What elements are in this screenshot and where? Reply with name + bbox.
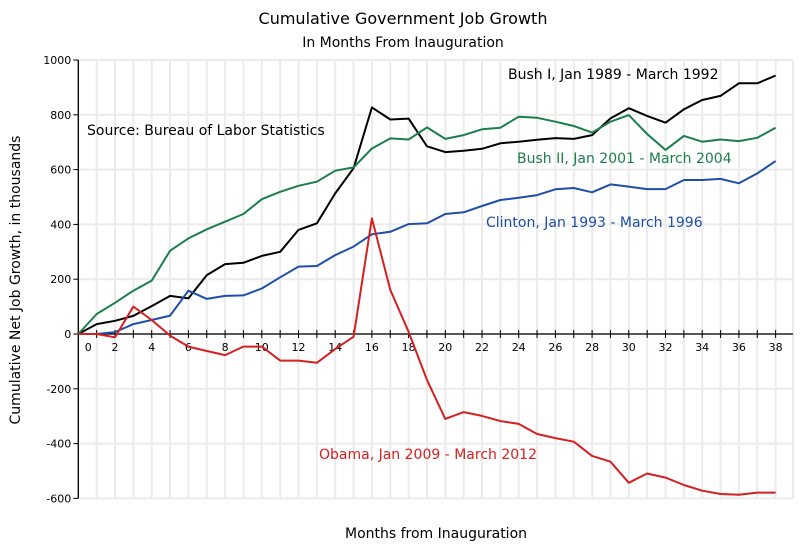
x-tick-label: 32 [659,341,673,354]
x-tick-label: 4 [148,341,155,354]
x-tick-label: 0 [85,341,92,354]
y-tick-label: -200 [46,383,71,396]
gridlines [77,59,794,500]
x-tick-label: 2 [112,341,119,354]
y-tick-label: 200 [50,273,71,286]
x-tick-label: 30 [622,341,636,354]
x-tick-label: 18 [402,341,416,354]
x-tick-label: 38 [769,341,783,354]
series-label-bush-ii: Bush II, Jan 2001 - March 2004 [517,151,732,167]
x-ticks: 0 2 4 6 8 10 12 14 16 18 20 22 24 26 28 30 32 34 36 38 [85,330,783,354]
x-tick-label: 26 [548,341,562,354]
y-tick-label: 0 [64,328,71,341]
y-tick-label: 400 [50,218,71,231]
series-line-bush-ii [77,114,777,335]
source-annotation: Source: Bureau of Labor Statistics [87,123,325,139]
x-tick-label: 8 [222,341,229,354]
series-lines [77,74,777,496]
y-axis-label: Cumulative Net Job Growth, in thousands [8,136,24,425]
chart-title: Cumulative Government Job Growth [259,9,548,28]
y-ticks: -600 -400 -200 0 200 400 600 800 1000 [43,54,79,505]
x-tick-label: 36 [732,341,746,354]
series-label-bush-i: Bush I, Jan 1989 - March 1992 [508,67,719,83]
x-axis-label: Months from Inauguration [345,526,527,542]
series-label-clinton: Clinton, Jan 1993 - March 1996 [486,215,703,231]
y-tick-label: 600 [50,164,71,177]
y-tick-label: -400 [46,438,71,451]
x-tick-label: 20 [438,341,452,354]
y-tick-label: -600 [46,492,71,505]
y-tick-label: 1000 [43,54,71,67]
x-tick-label: 28 [585,341,599,354]
chart-subtitle: In Months From Inauguration [302,35,504,51]
x-tick-label: 12 [292,341,306,354]
y-tick-label: 800 [50,109,71,122]
series-line-bush-i [77,74,776,335]
x-tick-label: 34 [695,341,709,354]
x-tick-label: 24 [512,341,526,354]
series-line-obama [78,217,776,496]
series-label-obama: Obama, Jan 2009 - March 2012 [319,447,537,463]
series-line-clinton [78,160,777,335]
x-tick-label: 16 [365,341,379,354]
x-tick-label: 22 [475,341,489,354]
